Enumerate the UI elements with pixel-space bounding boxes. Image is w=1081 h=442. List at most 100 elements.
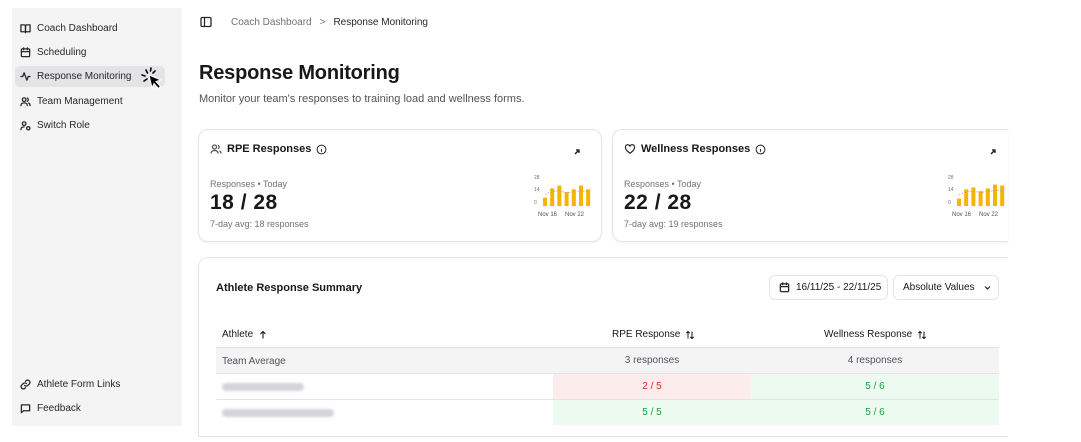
card-average: 7-day avg: 18 responses [210,219,309,229]
divider [216,399,999,400]
table-row[interactable]: 5 / 5 5 / 6 [216,400,999,425]
breadcrumb-separator: > [319,17,326,28]
arrow-up-right-icon[interactable] [988,147,998,157]
sidebar-item-label: Switch Role [37,120,90,131]
rpe-responses-card[interactable]: RPE Responses Responses • Today 18 / 28 … [198,129,602,242]
chart-bar [993,184,997,206]
chart-bar [985,188,990,206]
calendar-icon [779,282,790,293]
sidebar-item-label: Team Management [37,96,123,107]
y-tick-label: 14 [534,187,540,193]
page-title: Response Monitoring [199,62,400,84]
sort-icon [917,330,927,340]
page-subtitle: Monitor your team's responses to trainin… [199,93,525,105]
athlete-name: Team Average [222,356,286,367]
sidebar-item-label: Athlete Form Links [37,379,121,390]
divider [216,347,999,348]
y-tick-label: 0 [534,200,537,206]
x-tick-label: Nov 16 [952,212,972,218]
chevron-down-icon [983,283,992,292]
breadcrumb-parent-link[interactable]: Coach Dashboard [231,17,312,28]
link-icon [20,379,31,390]
card-value: 18 / 28 [210,191,278,214]
chart-bar [543,197,547,206]
sidebar-item-label: Feedback [37,403,81,414]
sidebar-item-team-management[interactable]: Team Management [15,91,123,112]
card-title: Wellness Responses [641,143,751,155]
mouse-pointer-icon [141,67,163,90]
mini-bar-chart: 28 14 0 Nov 16 Nov 22 [948,175,1008,221]
wellness-response-cell: 4 responses [847,355,903,366]
rpe-response-cell: 5 / 5 [553,400,751,425]
card-header: RPE Responses [210,143,327,155]
rpe-response-cell: 3 responses [624,355,680,366]
column-header-label: Athlete [222,329,254,340]
mini-chart-plot [543,185,591,206]
sidebar-item-switch-role[interactable]: Switch Role [15,115,90,136]
book-open-icon [20,23,31,34]
message-square-icon [20,403,31,414]
divider [216,373,999,374]
value-mode-label: Absolute Values [903,282,975,293]
user-switch-icon [20,120,31,131]
card-value: 22 / 28 [624,191,692,214]
y-tick-label: 28 [534,175,540,181]
athlete-name-redacted [222,409,334,417]
breadcrumb-current: Response Monitoring [333,17,428,28]
breadcrumb: Coach Dashboard > Response Monitoring [231,17,428,28]
chart-bar [957,198,961,206]
chart-bar [557,185,562,206]
x-tick-label: Nov 16 [538,212,558,218]
card-subtitle: Responses • Today [624,179,702,189]
table-row[interactable]: 2 / 5 5 / 6 [216,374,999,399]
column-header-rpe-response[interactable]: RPE Response [612,329,695,340]
sort-icon [685,330,695,340]
wellness-response-cell: 5 / 6 [751,400,999,425]
chart-bar [571,189,576,206]
mini-chart-plot [957,184,1005,206]
calendar-icon [20,47,31,58]
chart-bar [550,188,555,206]
value-mode-select[interactable]: Absolute Values [893,275,999,300]
athlete-name-redacted [222,383,304,391]
card-title: RPE Responses [227,143,312,155]
wellness-responses-card[interactable]: Wellness Responses Responses • Today 22 … [612,129,1008,242]
sidebar-item-feedback[interactable]: Feedback [15,398,81,419]
card-header: Wellness Responses [624,143,766,155]
chart-bar [964,189,969,206]
chart-bar [971,187,976,206]
sidebar-item-athlete-form-links[interactable]: Athlete Form Links [15,374,120,395]
mini-bar-chart: 28 14 0 Nov 16 Nov 22 [534,175,596,221]
users-icon [210,143,222,155]
sidebar-item-scheduling[interactable]: Scheduling [15,42,86,63]
y-tick-label: 28 [948,175,954,181]
info-icon[interactable] [316,144,327,155]
rpe-response-cell: 2 / 5 [553,374,751,399]
users-icon [20,96,31,107]
column-header-wellness-response[interactable]: Wellness Response [824,329,927,340]
table-row-team-average: Team Average 3 responses 4 responses [216,348,999,373]
chart-average-line [544,190,589,195]
card-average: 7-day avg: 19 responses [624,219,723,229]
chart-average-line [958,190,1003,196]
column-header-label: RPE Response [612,329,681,340]
info-icon[interactable] [755,144,766,155]
date-range-label: 16/11/25 - 22/11/25 [796,282,882,293]
chart-bar [564,192,569,206]
sidebar-item-label: Coach Dashboard [37,23,118,34]
panel-title: Athlete Response Summary [216,282,363,294]
sidebar-item-response-monitoring[interactable]: Response Monitoring [15,66,165,87]
sidebar-item-label: Response Monitoring [37,71,132,82]
column-header-athlete[interactable]: Athlete [222,329,268,340]
heart-icon [624,143,636,155]
column-header-label: Wellness Response [824,329,913,340]
chart-bar [579,185,583,206]
chart-bar [1000,185,1005,206]
wellness-response-cell: 5 / 6 [751,374,999,399]
arrow-up-right-icon[interactable] [572,147,582,157]
sidebar-toggle-icon[interactable] [200,16,212,28]
date-range-picker[interactable]: 16/11/25 - 22/11/25 [769,275,888,300]
x-tick-label: Nov 22 [979,212,999,218]
sidebar-item-coach-dashboard[interactable]: Coach Dashboard [15,18,118,39]
y-tick-label: 14 [948,187,954,193]
